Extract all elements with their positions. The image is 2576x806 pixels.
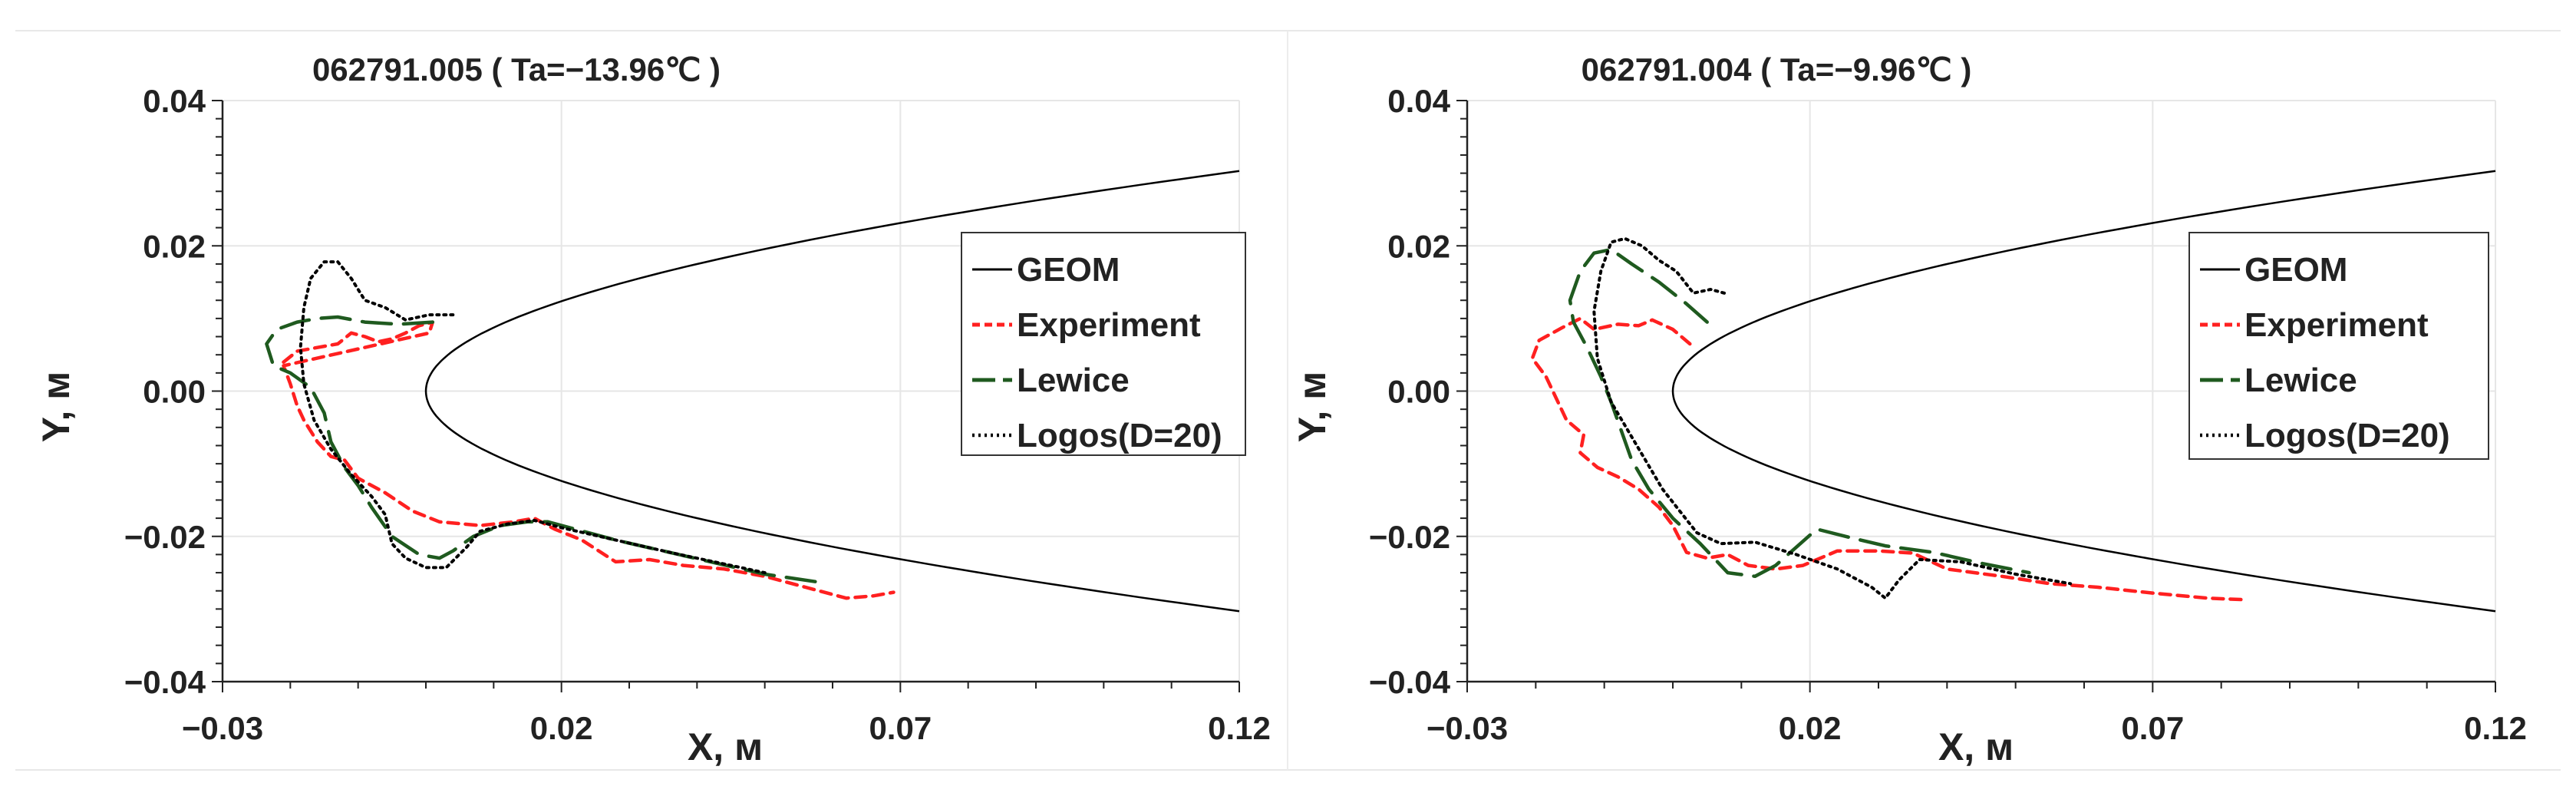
y-tick-label: −0.02 [124, 519, 206, 555]
series-experiment-line [282, 320, 895, 600]
x-tick-label: 0.12 [1208, 710, 1271, 746]
axes: 0.04 0.02 0.00 −0.02 −0.04 −0.03 0.02 0.07 0.12 [124, 83, 1271, 746]
y-tick-label: 0.00 [143, 374, 206, 410]
y-axis-label: Y, м [35, 372, 78, 443]
series-geom-line [1671, 170, 2496, 613]
chart-title: 062791.005 ( Ta=−13.96℃ ) [312, 51, 721, 88]
x-tick-label: 0.12 [2464, 710, 2527, 746]
chart-panel-left: 0.040.020.00−0.02−0.04−0.03 0.02 0.07 0.12 … [35, 51, 1271, 768]
x-tick-label: 0.02 [530, 710, 593, 746]
legend-label: Logos(D=20) [2245, 417, 2450, 454]
x-axis-label: X, м [688, 725, 763, 768]
y-tick-label: 0.02 [1387, 228, 1450, 264]
x-tick-label: 0.07 [2121, 710, 2184, 746]
chart-panel-right: 0.040.020.00−0.02−0.04−0.03 0.02 0.07 0.12 … [1291, 51, 2527, 768]
y-axis-label: Y, м [1291, 372, 1334, 443]
legend-label: Lewice [1017, 362, 1130, 399]
x-tick-label: −0.03 [182, 710, 263, 746]
legend: GEOM Experiment Lewice Logos(D=20) [961, 232, 1246, 456]
y-tick-label: −0.04 [1369, 664, 1451, 700]
legend-label: GEOM [2245, 251, 2347, 289]
y-tick-label: 0.04 [1387, 83, 1450, 119]
series-experiment-line [1530, 316, 2244, 602]
legend-label: GEOM [1017, 251, 1120, 289]
legend: GEOM Experiment Lewice Logos(D=20) [2188, 232, 2489, 460]
series-lewice-line [1568, 247, 2031, 579]
series-geom-line [424, 170, 1240, 613]
y-tick-label: 0.04 [143, 83, 206, 119]
x-axis-label: X, м [1938, 725, 2014, 768]
series-layer [1530, 236, 2244, 602]
series-logos-d-20-line [298, 260, 767, 575]
legend-label: Lewice [2245, 362, 2357, 399]
y-tick-label: −0.04 [124, 664, 206, 700]
series-lewice-line [265, 315, 821, 584]
y-tick-label: −0.02 [1369, 519, 1450, 555]
axes: 0.04 0.02 0.00 −0.02 −0.04 −0.03 0.02 0.07 0.12 [1369, 83, 2527, 746]
legend-label: Logos(D=20) [1017, 417, 1222, 454]
y-tick-label: 0.00 [1387, 374, 1450, 410]
series-logos-d-20-line [1592, 236, 2073, 600]
geom-airfoil-layer [1671, 170, 2496, 613]
series-layer [265, 260, 895, 600]
x-tick-label: 0.02 [1779, 710, 1842, 746]
x-tick-label: −0.03 [1427, 710, 1508, 746]
y-tick-label: 0.02 [143, 228, 206, 264]
geom-airfoil-layer [424, 170, 1240, 613]
x-tick-label: 0.07 [869, 710, 932, 746]
legend-label: Experiment [1017, 306, 1201, 344]
legend-label: Experiment [2245, 306, 2429, 344]
chart-title: 062791.004 ( Ta=−9.96℃ ) [1582, 51, 1972, 88]
